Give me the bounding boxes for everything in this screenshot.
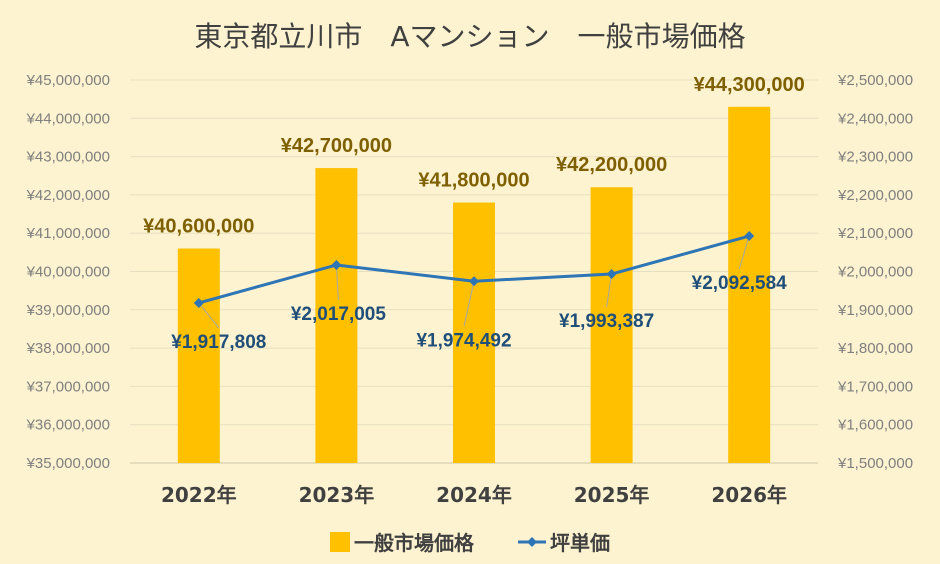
left-tick-label: ¥41,000,000: [26, 225, 110, 242]
bar: [453, 202, 495, 463]
leader-line: [335, 264, 339, 301]
bar: [177, 248, 220, 463]
leader-line: [463, 281, 475, 327]
bar-data-label: ¥40,600,000: [143, 216, 254, 238]
category-label: 2023年: [299, 483, 375, 507]
left-tick-label: ¥38,000,000: [26, 340, 110, 357]
right-tick-label: ¥1,800,000: [837, 340, 913, 357]
left-tick-label: ¥45,000,000: [26, 72, 110, 89]
line-series: ¥1,917,808 ¥2,017,005 ¥1,974,492 ¥1,993,387…: [171, 231, 787, 353]
right-tick-label: ¥1,700,000: [837, 378, 913, 395]
left-axis-ticks: ¥35,000,000 ¥36,000,000 ¥37,000,000 ¥38,000…: [26, 72, 110, 472]
right-tick-label: ¥2,300,000: [837, 149, 913, 166]
bar: [728, 106, 771, 463]
category-labels: 2022年 2023年 2024年 2025年 2026年: [161, 483, 787, 507]
legend-line-label: 坪単価: [550, 531, 610, 555]
left-tick-label: ¥44,000,000: [26, 110, 110, 127]
left-tick-label: ¥39,000,000: [26, 302, 110, 319]
legend-line-marker: [527, 537, 537, 547]
category-label: 2024年: [436, 483, 512, 507]
left-tick-label: ¥36,000,000: [26, 417, 110, 434]
line-point: [606, 269, 617, 280]
right-tick-label: ¥2,400,000: [837, 110, 913, 127]
right-tick-label: ¥2,500,000: [837, 72, 913, 89]
bar: [590, 187, 633, 464]
right-tick-label: ¥2,100,000: [837, 225, 913, 242]
line-data-label: ¥2,017,005: [291, 304, 387, 325]
leader-line: [606, 273, 613, 308]
left-tick-label: ¥42,000,000: [26, 187, 110, 204]
line-data-label: ¥1,993,387: [559, 311, 654, 332]
leader-line: [198, 302, 220, 329]
bar-data-label: ¥44,300,000: [694, 74, 805, 96]
bar-data-label: ¥42,700,000: [281, 135, 392, 157]
category-label: 2022年: [161, 483, 237, 507]
right-axis-ticks: ¥1,500,000 ¥1,600,000 ¥1,700,000 ¥1,800,000…: [837, 72, 913, 472]
leader-line: [738, 235, 750, 270]
legend-bar-swatch: [330, 532, 350, 552]
line-point: [469, 276, 479, 287]
category-label: 2026年: [711, 483, 787, 507]
legend: 一般市場価格 坪単価: [330, 531, 610, 555]
legend-bar-label: 一般市場価格: [354, 531, 475, 555]
left-tick-label: ¥37,000,000: [26, 378, 110, 395]
left-tick-label: ¥43,000,000: [26, 149, 110, 166]
line-data-label: ¥1,917,808: [171, 332, 266, 353]
right-tick-label: ¥1,500,000: [837, 455, 913, 472]
right-tick-label: ¥2,000,000: [837, 264, 913, 281]
right-tick-label: ¥1,600,000: [837, 417, 913, 434]
line-point: [331, 259, 342, 270]
bar-data-label: ¥41,800,000: [418, 170, 529, 192]
left-tick-label: ¥40,000,000: [26, 264, 110, 281]
bar-series: ¥40,600,000 ¥42,700,000 ¥41,800,000 ¥42,200…: [143, 74, 805, 464]
line-point: [744, 231, 755, 242]
bar-data-label: ¥42,200,000: [556, 154, 667, 176]
right-tick-label: ¥2,200,000: [837, 187, 913, 204]
left-tick-label: ¥35,000,000: [26, 455, 110, 472]
line-data-label: ¥1,974,492: [416, 330, 511, 351]
line-point: [193, 297, 204, 308]
chart-title: 東京都立川市 Aマンション 一般市場価格: [194, 20, 745, 53]
category-label: 2025年: [574, 483, 650, 507]
right-tick-label: ¥1,900,000: [837, 302, 913, 319]
bar: [315, 168, 358, 463]
line-data-label: ¥2,092,584: [692, 273, 788, 294]
